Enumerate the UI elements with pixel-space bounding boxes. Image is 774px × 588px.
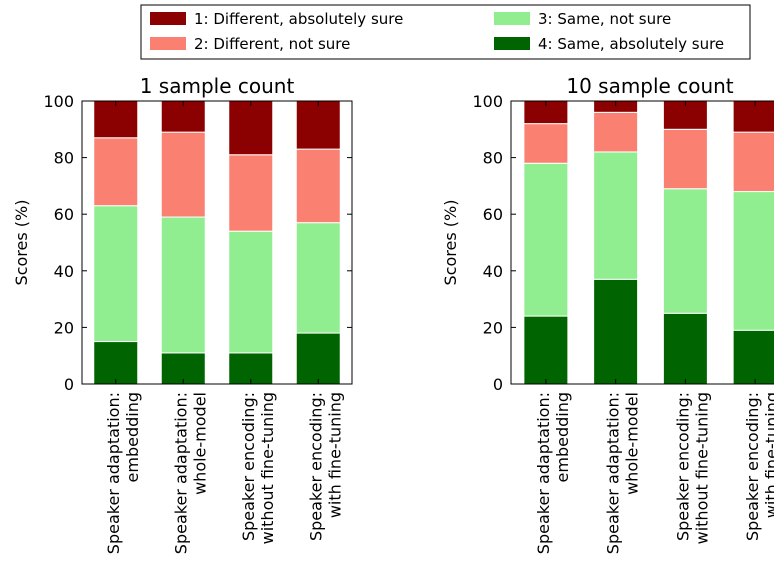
legend-label: 2: Different, not sure [194,35,350,53]
y-tick-label: 0 [493,375,503,394]
x-tick-label: Speaker encoding:without fine-tuning [239,392,277,544]
x-tick-label-line: whole-model [623,392,642,495]
bar-segment [523,315,569,385]
x-tick-label-line: Speaker adaptation: [171,392,190,554]
legend-label: 1: Different, absolutely sure [194,10,403,28]
plot-frame [510,100,774,385]
x-tick-label-line: Speaker encoding: [743,392,762,541]
y-tick-label: 0 [64,375,74,394]
y-tick-label: 80 [483,149,503,168]
legend-swatch [150,12,186,25]
y-tick-label: 40 [54,262,74,281]
bar-segment [160,352,206,385]
x-tick-label-line: with fine-tuning [762,392,774,518]
chart-title: 1 sample count [140,74,295,98]
x-tick-label: Speaker encoding:with fine-tuning [743,392,774,541]
x-tick-label-line: whole-model [190,392,209,495]
bar-segment [160,216,206,354]
bar-segment [732,131,774,193]
bar-segment [93,205,139,343]
y-tick-label: 100 [43,92,74,111]
bar-segment [523,123,569,164]
x-tick-label: Speaker encoding:with fine-tuning [306,392,344,541]
x-tick-label-line: Speaker adaptation: [534,392,553,554]
x-tick-label-line: embedding [123,392,142,482]
bar-segment [732,100,774,133]
legend-frame [140,4,751,60]
bar-segment [295,100,341,150]
legend-swatch [150,37,186,50]
y-tick-label: 100 [472,92,503,111]
y-tick-label: 80 [54,149,74,168]
bar-segment [295,148,341,224]
y-tick-label: 60 [54,205,74,224]
bar-segment [160,131,206,218]
x-tick-label-line: Speaker encoding: [673,392,692,541]
x-tick-label-line: Speaker encoding: [239,392,258,541]
x-tick-label-line: without fine-tuning [258,392,277,544]
y-axis-label: Scores (%) [441,200,460,286]
legend-swatch [494,12,530,25]
x-tick-label: Speaker adaptation:embedding [104,392,142,554]
legend: 1: Different, absolutely sure 2: Differen… [140,4,751,60]
legend-label: 4: Same, absolutely sure [538,35,724,53]
y-tick-label: 20 [54,318,74,337]
bar-segment [228,352,274,385]
bar-segment [593,278,639,385]
legend-swatch [494,37,530,50]
legend-label: 3: Same, not sure [538,10,671,28]
bar-segment [662,312,708,385]
bar-segment [732,191,774,331]
x-tick-label-line: embedding [553,392,572,482]
bar-segment [662,188,708,314]
bar-segment [295,222,341,334]
y-axis-label: Scores (%) [12,200,31,286]
x-tick-label-line: Speaker adaptation: [604,392,623,554]
y-tick-label: 60 [483,205,503,224]
x-tick-label: Speaker adaptation:whole-model [604,392,642,554]
bar-segment [295,332,341,385]
bar-segment [228,100,274,156]
bar-segment [93,100,139,139]
bar-segment [93,137,139,207]
chart-title: 10 sample count [566,74,733,98]
bar-segment [593,151,639,280]
bar-segment [523,162,569,317]
x-tick-label: Speaker encoding:without fine-tuning [673,392,711,544]
x-tick-label-line: without fine-tuning [692,392,711,544]
bar-segment [593,111,639,153]
bar-segment [228,230,274,354]
bar-segment [662,128,708,190]
bar-segment [93,341,139,385]
x-tick-label: Speaker adaptation:embedding [534,392,572,554]
y-tick-label: 40 [483,262,503,281]
bar-segment [228,154,274,232]
y-tick-label: 20 [483,318,503,337]
x-tick-label-line: Speaker adaptation: [104,392,123,554]
x-tick-label-line: with fine-tuning [325,392,344,518]
x-tick-label: Speaker adaptation:whole-model [171,392,209,554]
bar-segment [732,329,774,385]
x-tick-label-line: Speaker encoding: [306,392,325,541]
plot-frame [81,100,353,385]
